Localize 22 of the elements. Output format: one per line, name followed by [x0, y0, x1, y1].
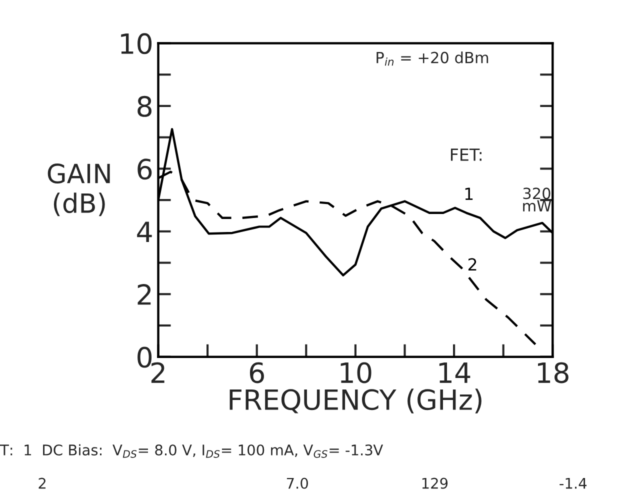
y-tick-label: 4: [137, 222, 152, 242]
annotation: P$_{in}$ = +20 dBm: [376, 52, 488, 66]
x-tick-label: 10: [340, 362, 372, 384]
annotation: 320 mW: [523, 188, 552, 212]
series-label: 2: [468, 258, 476, 270]
text: -1.4: [560, 478, 587, 489]
series-label: 1: [465, 188, 473, 200]
x-tick-label: 6: [250, 362, 264, 384]
y-tick-label: 6: [138, 158, 152, 180]
text: 2: [38, 478, 46, 489]
legend-title: FET:: [450, 148, 482, 161]
y-tick-label: 2: [138, 284, 151, 305]
text: 7.0: [286, 478, 308, 489]
x-axis-title: FREQUENCY (GHz): [230, 388, 482, 414]
text: 129: [422, 478, 448, 489]
y-tick-label: 10: [121, 33, 152, 54]
text: T: 1 DC Bias: V$_{DS}$= 8.0 V, I$_{DS}$= 100 mA, V$_{GS}$= -1.3V: [0, 444, 384, 458]
x-tick-label: 14: [439, 362, 470, 383]
y-tick-label: 0: [138, 346, 152, 368]
x-tick-label: 18: [538, 362, 568, 384]
y-tick-label: 8: [138, 96, 152, 117]
y-axis-title: GAIN (dB): [48, 164, 110, 216]
